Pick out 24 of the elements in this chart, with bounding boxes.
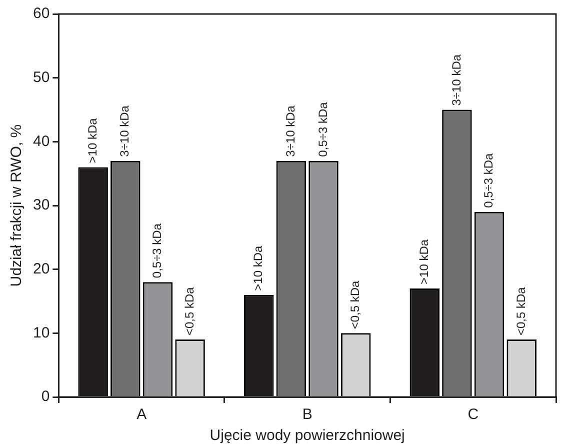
text: >10 kDa (85, 118, 100, 164)
y-tick-label: 10 (32, 324, 50, 342)
y-tick-label: 40 (32, 132, 50, 150)
y-tick-label: 30 (32, 196, 50, 214)
y-axis-title: Udział frakcji w RWO, % (8, 124, 26, 287)
x-tick-label: B (302, 406, 312, 424)
x-tick-label: C (468, 406, 479, 424)
text: >10 kDa (416, 239, 431, 284)
text: 0,5÷3 kDa (482, 153, 496, 208)
y-tick-label: 0 (41, 388, 50, 406)
y-tick-label: 50 (32, 68, 50, 86)
x-tick-label: A (136, 406, 147, 424)
text: <0,5 kDa (182, 286, 196, 336)
text: 3÷10 kDa (449, 54, 464, 106)
text: >10 kDa (251, 246, 266, 291)
text: 3÷10 kDa (118, 105, 132, 157)
x-axis-title: Ujęcie wody powierzchniowej (210, 427, 405, 444)
y-tick-label: 20 (32, 260, 50, 278)
text: 0,5÷3 kDa (150, 223, 164, 278)
y-tick-label: 60 (32, 5, 50, 22)
text: <0,5 kDa (348, 280, 362, 330)
text: 3÷10 kDa (283, 106, 298, 157)
text: 0,5÷3 kDa (316, 102, 330, 157)
text: <0,5 kDa (514, 287, 528, 336)
